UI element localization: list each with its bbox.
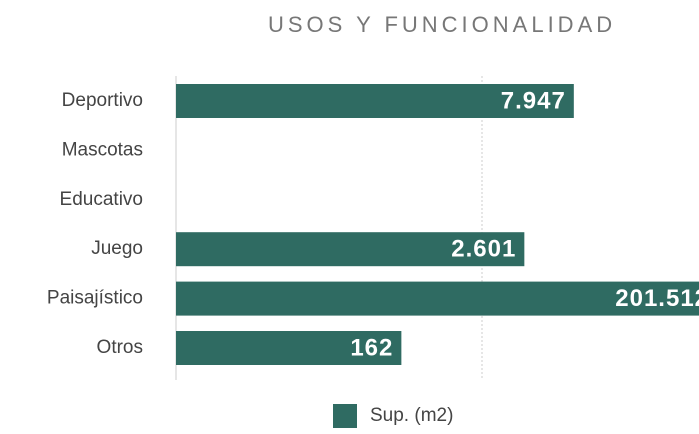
data-label: 7.947 xyxy=(501,87,566,114)
y-tick-label: Educativo xyxy=(60,189,143,210)
legend-swatch xyxy=(333,404,357,428)
bar xyxy=(176,84,574,118)
y-tick-label: Mascotas xyxy=(62,139,143,160)
y-tick-label: Deportivo xyxy=(62,90,143,111)
chart-title: USOS Y FUNCIONALIDAD xyxy=(268,12,616,37)
bar xyxy=(176,331,402,365)
y-tick-label: Juego xyxy=(91,238,143,259)
legend-label: Sup. (m2) xyxy=(370,405,453,426)
bar xyxy=(176,281,699,316)
data-label: 201.512 xyxy=(615,285,699,312)
y-tick-label: Paisajístico xyxy=(47,288,143,309)
data-label: 162 xyxy=(350,334,393,361)
y-tick-label: Otros xyxy=(97,337,143,358)
data-label: 2.601 xyxy=(451,236,516,263)
bar xyxy=(176,232,525,267)
